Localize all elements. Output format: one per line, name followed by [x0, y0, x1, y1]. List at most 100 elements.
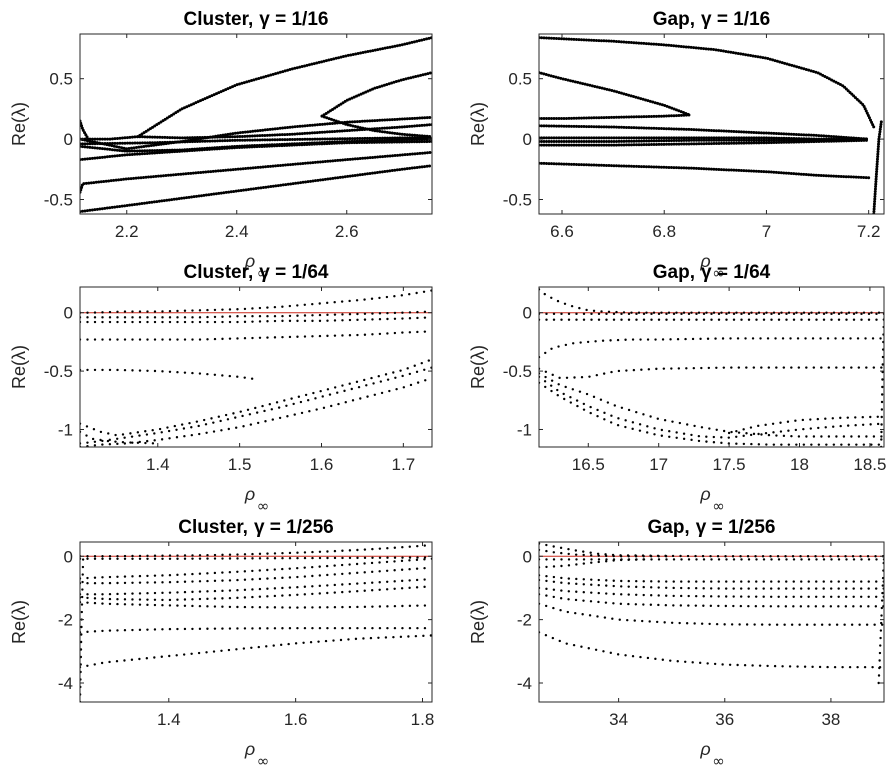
data-point [575, 590, 578, 593]
data-point [617, 164, 621, 168]
series-3 [80, 316, 427, 324]
data-point [727, 311, 731, 314]
data-point [557, 136, 561, 140]
data-point [416, 381, 420, 384]
data-point [108, 147, 112, 151]
data-point [281, 126, 285, 130]
data-point [220, 429, 223, 432]
data-point [408, 41, 412, 45]
data-point [116, 629, 119, 632]
data-point [564, 78, 568, 82]
data-point [562, 162, 566, 166]
data-point [782, 366, 786, 369]
data-point [552, 74, 556, 78]
data-point [641, 619, 644, 623]
data-point [577, 124, 581, 128]
data-point [378, 129, 382, 133]
data-point [844, 555, 847, 558]
data-point [415, 370, 419, 374]
data-point [873, 192, 877, 196]
data-point [569, 396, 572, 399]
data-point [371, 581, 374, 584]
data-point [572, 342, 575, 345]
data-point [420, 137, 424, 141]
data-point [423, 626, 427, 630]
data-point [863, 665, 867, 669]
data-point [634, 603, 638, 606]
data-point [108, 555, 112, 558]
data-point [140, 135, 144, 139]
data-point [348, 157, 352, 161]
data-point [682, 136, 686, 140]
data-point [355, 128, 359, 132]
data-point [794, 132, 798, 136]
data-point [350, 128, 354, 132]
data-point [649, 555, 653, 558]
data-point [772, 170, 776, 174]
data-point [153, 557, 157, 560]
data-point [90, 156, 94, 160]
data-point [101, 338, 104, 341]
data-point [664, 555, 668, 558]
data-point [142, 175, 146, 179]
data-point [116, 598, 119, 601]
data-point [393, 587, 396, 590]
data-point [156, 174, 160, 178]
data-point [318, 606, 322, 609]
data-point [864, 337, 867, 340]
data-point [729, 50, 733, 54]
data-point [624, 425, 627, 429]
data-point [311, 556, 314, 560]
data-point [296, 314, 299, 317]
data-point [743, 664, 747, 667]
data-point [844, 605, 848, 608]
data-point [762, 558, 766, 561]
data-point [712, 167, 716, 171]
data-point [549, 74, 553, 78]
data-point [390, 118, 394, 122]
data-point [108, 597, 112, 601]
data-point [832, 139, 836, 143]
data-point [721, 663, 724, 666]
data-point [257, 645, 260, 649]
data-point [655, 620, 659, 624]
data-point [205, 96, 209, 100]
data-point [241, 167, 245, 171]
data-point [818, 665, 822, 669]
data-point [281, 183, 285, 187]
data-point [206, 572, 209, 575]
data-point [657, 42, 661, 46]
data-point [176, 598, 179, 601]
data-point [184, 172, 188, 176]
data-point [380, 391, 384, 395]
data-point [600, 310, 603, 313]
data-point [825, 311, 828, 314]
data-point [820, 366, 823, 369]
data-point [318, 334, 322, 338]
data-point [303, 64, 307, 68]
data-point [341, 55, 345, 59]
data-point [865, 366, 868, 369]
data-point [847, 175, 851, 179]
data-point [182, 653, 186, 656]
axes-frame [79, 286, 433, 448]
data-point [364, 90, 368, 94]
data-point [757, 141, 761, 145]
data-point [689, 166, 693, 170]
data-point [380, 118, 384, 122]
data-point [267, 144, 271, 148]
data-point [378, 318, 382, 321]
data-point [584, 116, 588, 120]
data-point [665, 136, 668, 140]
data-point [266, 577, 269, 580]
panel-title-bold: Cluster, [178, 517, 248, 538]
data-point [605, 312, 608, 316]
data-point [96, 142, 99, 146]
data-point [877, 140, 881, 144]
data-point [306, 161, 310, 165]
data-point [412, 138, 416, 142]
data-point [311, 314, 314, 317]
data-point [604, 39, 608, 43]
data-point [153, 432, 156, 435]
